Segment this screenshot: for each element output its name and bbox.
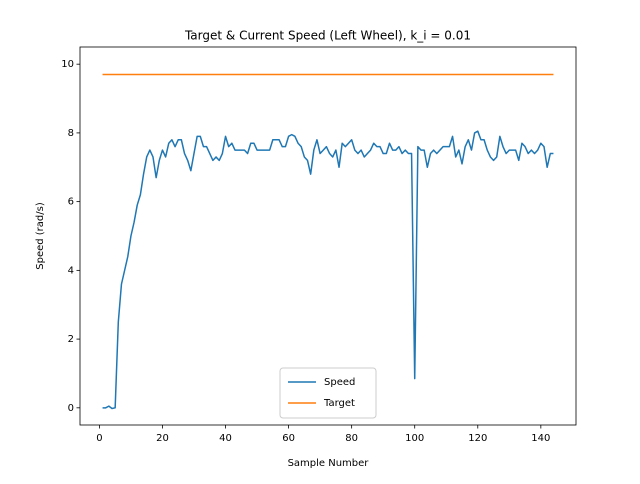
- chart-title: Target & Current Speed (Left Wheel), k_i…: [184, 29, 471, 43]
- x-tick-label: 40: [219, 433, 232, 444]
- y-tick-label: 8: [68, 128, 74, 139]
- y-tick-label: 10: [61, 59, 74, 70]
- y-tick-label: 4: [68, 265, 74, 276]
- x-axis-label: Sample Number: [288, 458, 370, 469]
- legend-label: Target: [323, 398, 355, 409]
- y-axis-label: Speed (rad/s): [35, 202, 46, 270]
- y-tick-label: 6: [68, 197, 74, 208]
- series-line: [102, 130, 554, 410]
- x-tick-label: 80: [345, 433, 358, 444]
- x-tick-label: 20: [156, 433, 169, 444]
- y-tick-label: 0: [68, 403, 74, 414]
- x-tick-label: 120: [468, 433, 487, 444]
- x-tick-label: 140: [531, 433, 550, 444]
- y-tick-label: 2: [68, 334, 74, 345]
- x-tick-label: 100: [405, 433, 424, 444]
- axes-frame: [79, 46, 577, 426]
- legend-label: Speed: [324, 377, 355, 388]
- legend-box: [279, 367, 377, 419]
- x-tick-label: 60: [282, 433, 295, 444]
- x-tick-label: 0: [96, 433, 102, 444]
